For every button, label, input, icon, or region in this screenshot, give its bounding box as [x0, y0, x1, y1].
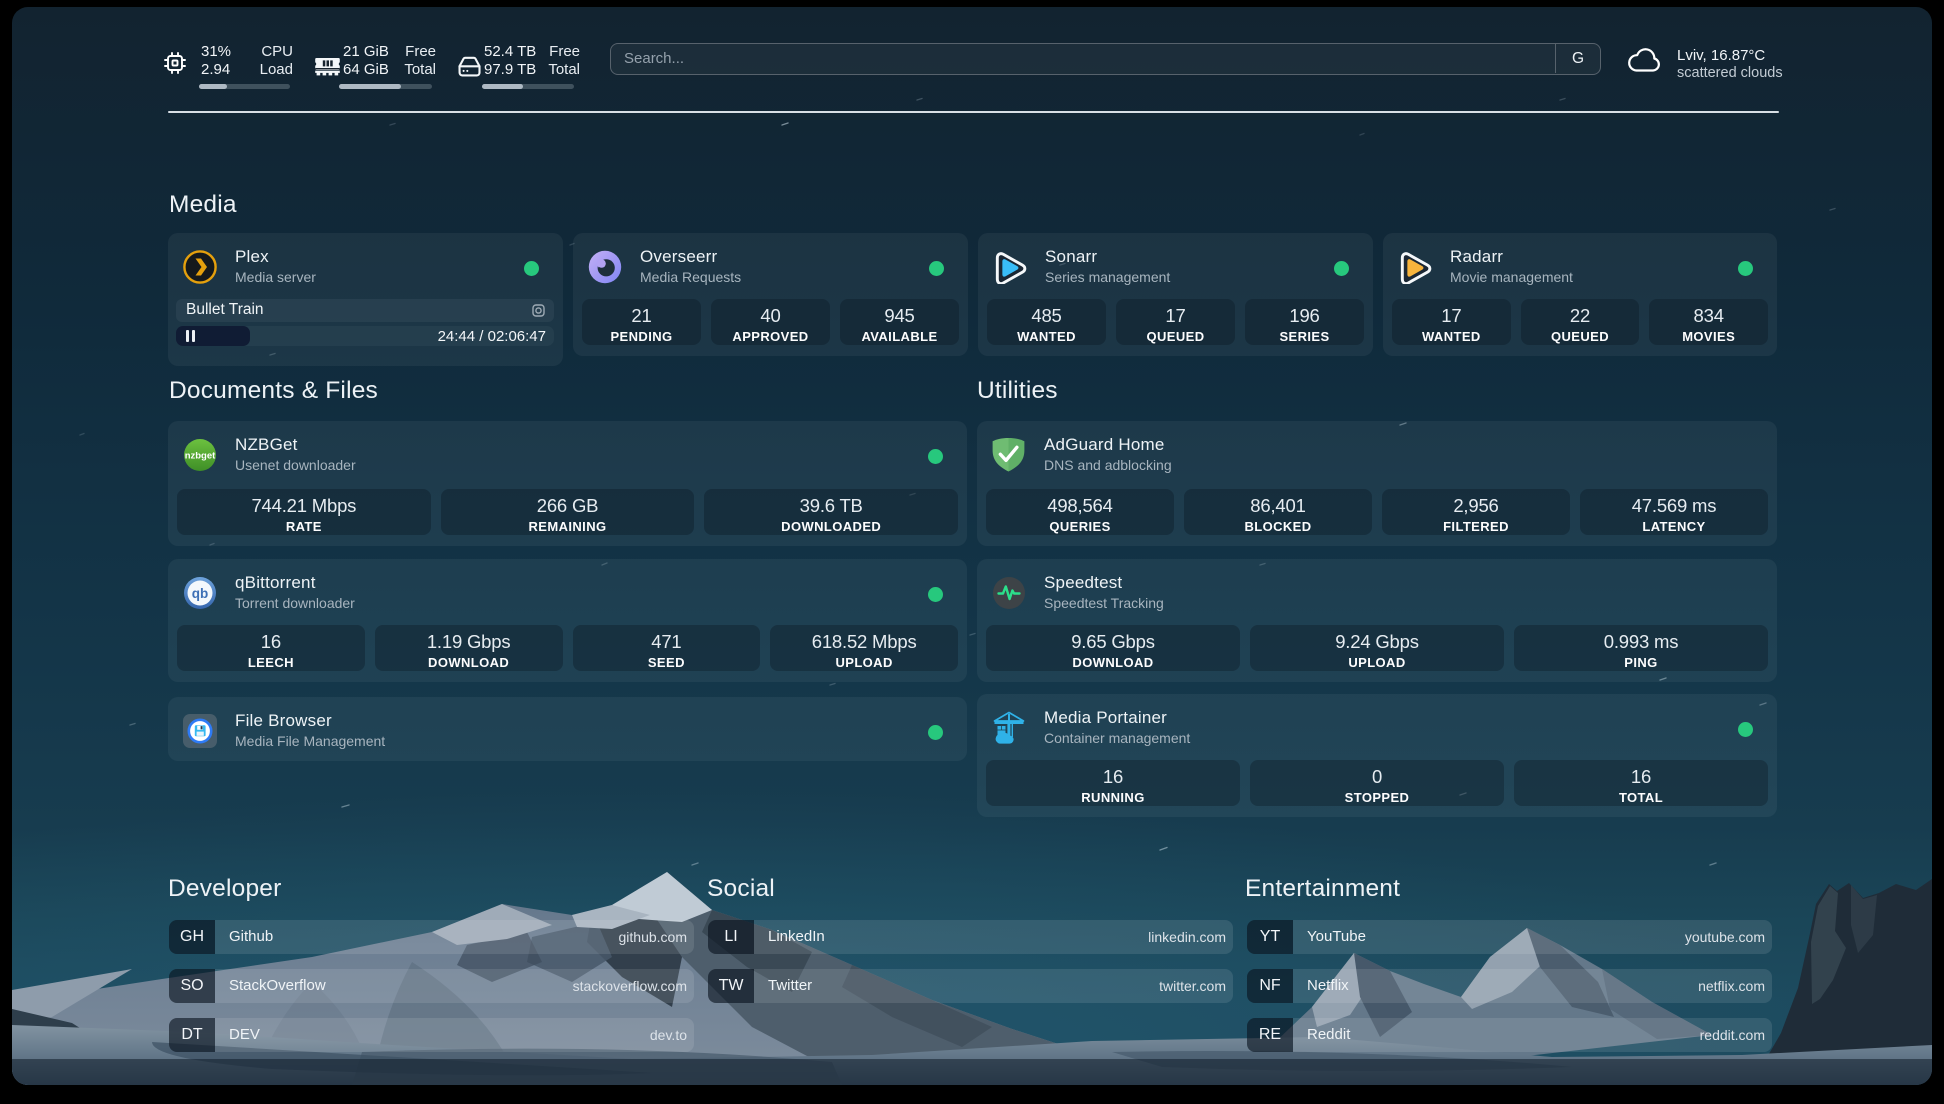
svg-text:nzbget: nzbget [185, 451, 216, 462]
svg-text:qb: qb [192, 586, 209, 601]
